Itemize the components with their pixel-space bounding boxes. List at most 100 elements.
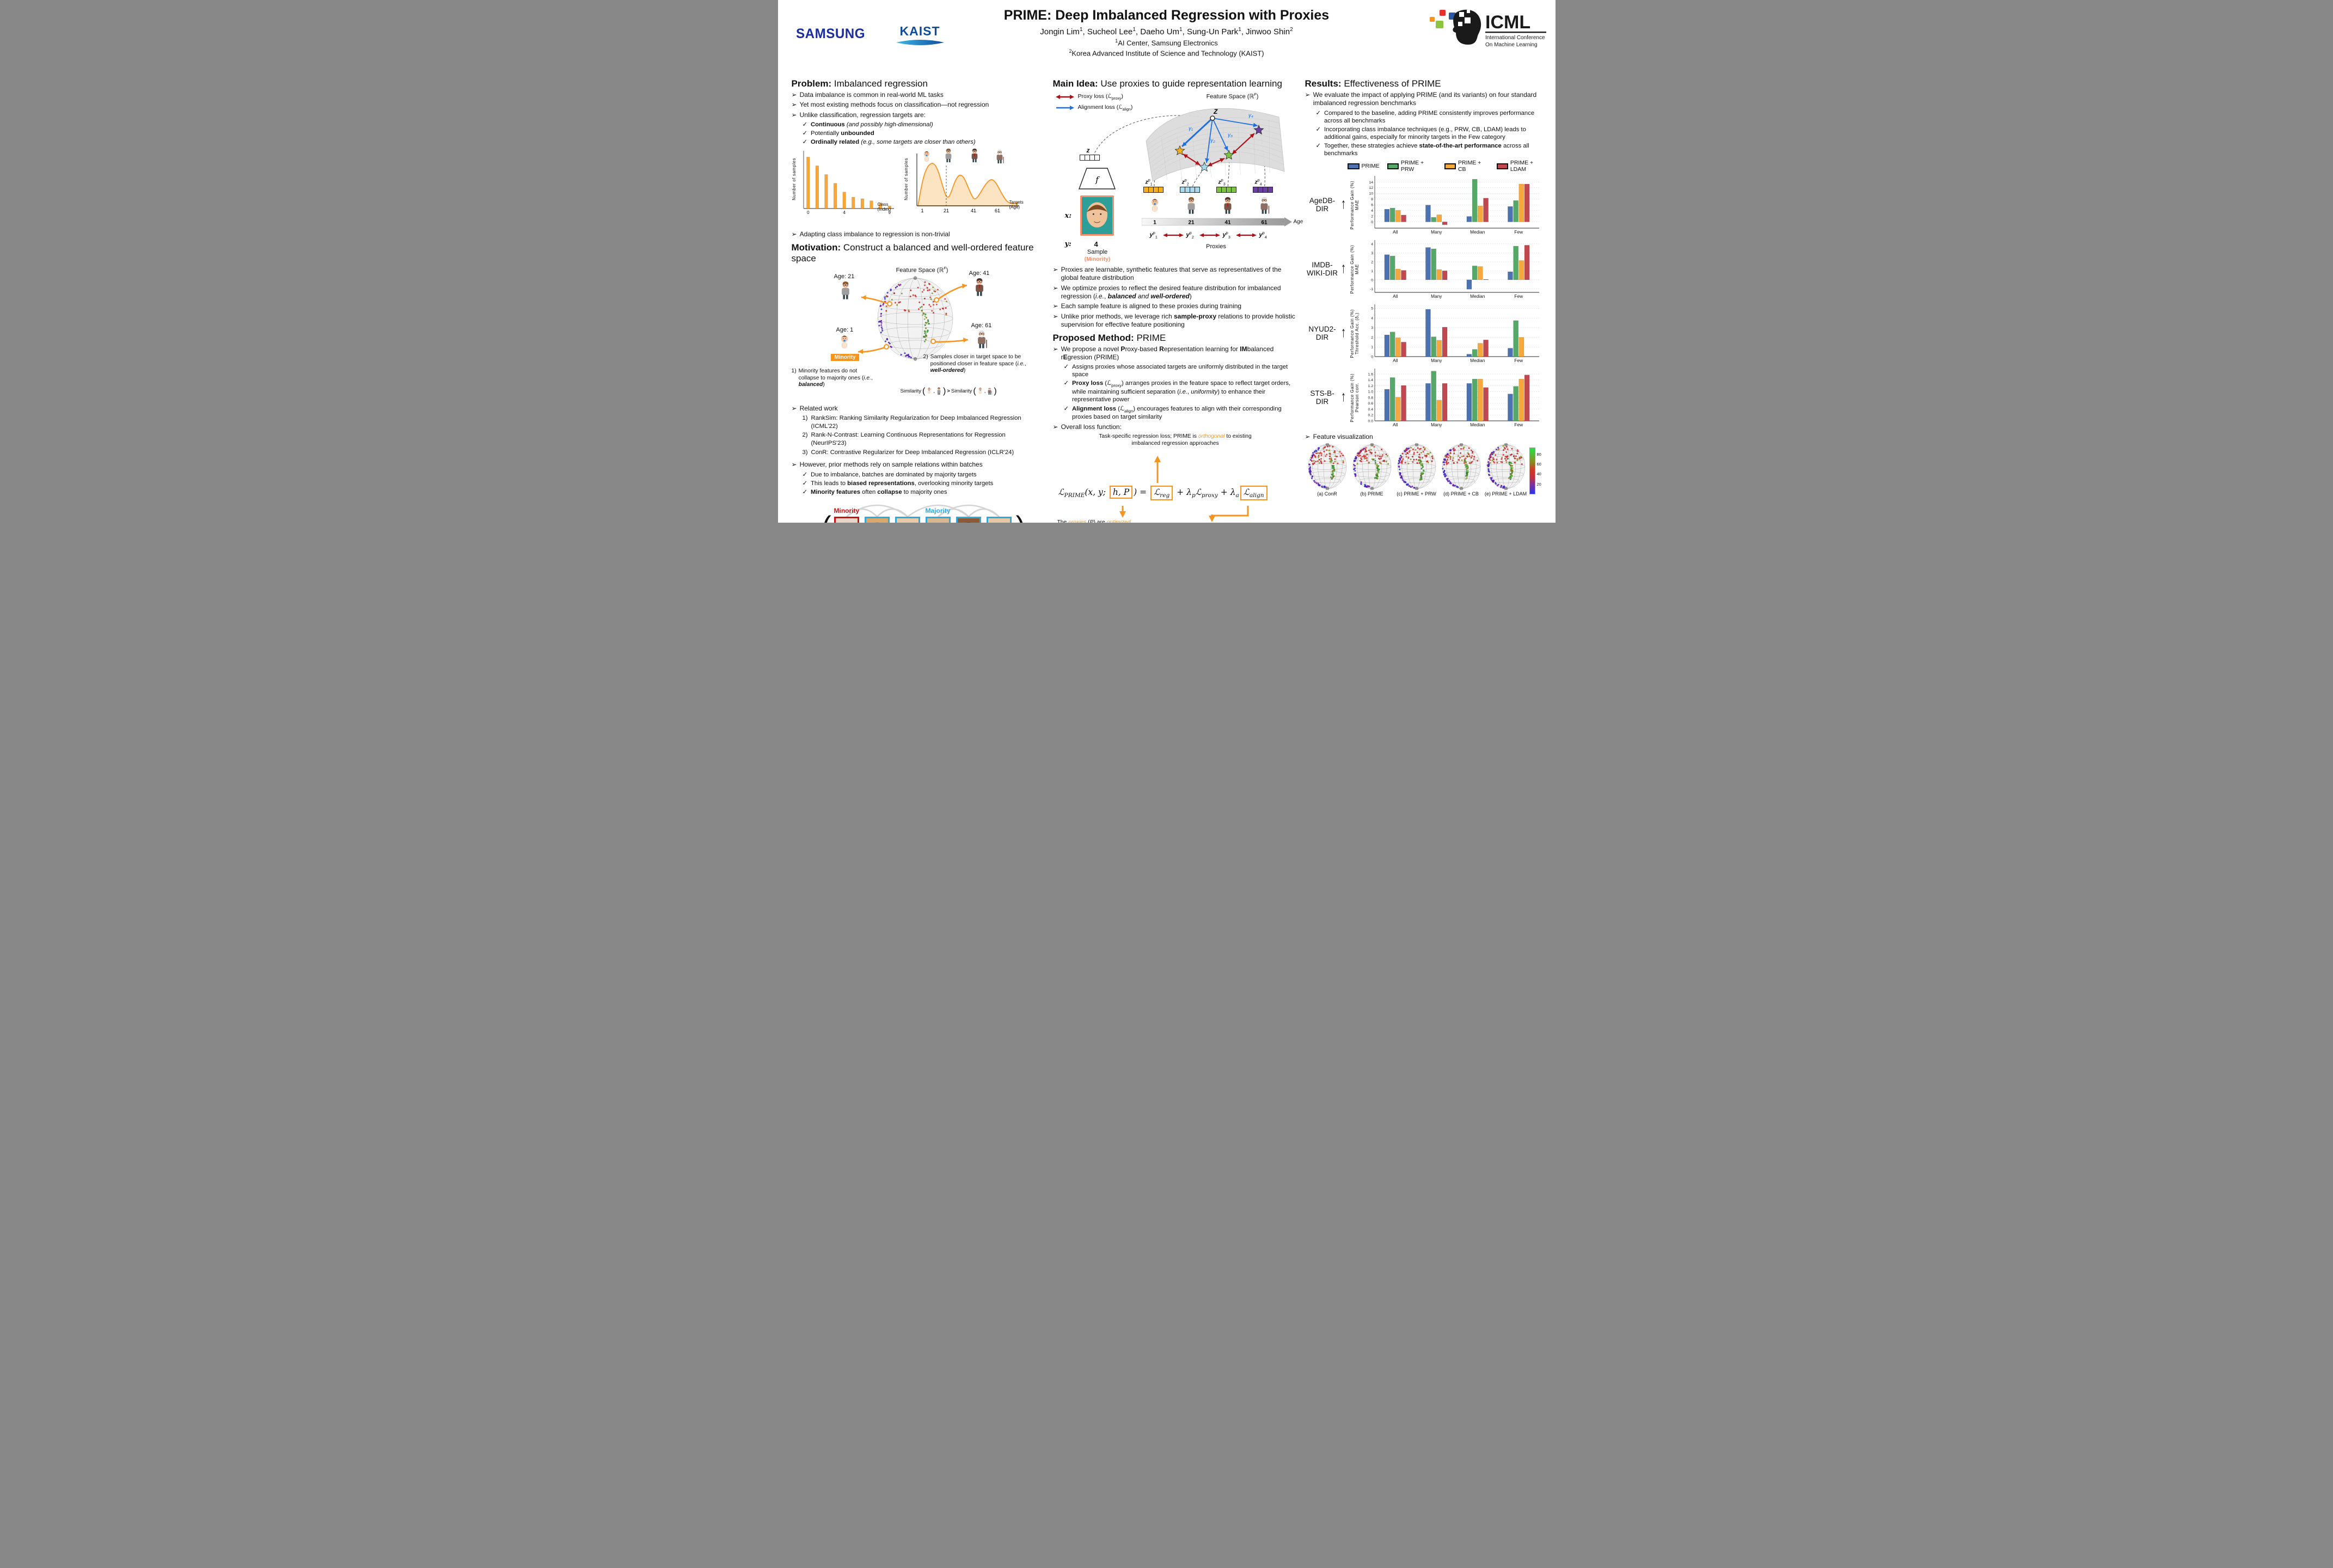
bullet-arrow-icon: ➢ [1052,302,1058,310]
encoder-trapezoid: f [1078,168,1116,189]
batch-minority-label: Minority [834,507,860,515]
chart-metric: Threshold Acc. (δ₁) [1354,312,1360,354]
however-check-1: ✓ Due to imbalance, batches are dominated… [802,471,977,478]
svg-text:0: 0 [1371,220,1373,224]
mid-bullet-2: ➢ We optimize proxies to reflect the desi… [1052,284,1281,301]
svg-text:2: 2 [1371,215,1373,219]
proxy-vector-3 [1216,187,1236,193]
svg-text:8: 8 [1371,198,1373,202]
benchmark-row-imdbwiki: IMDB- WIKI-DIR ↑ Performance Gain (%) MAE… [1305,237,1549,301]
check-icon: ✓ [802,139,807,146]
density-ylabel: Number of samples [903,158,909,201]
fviz-prime-ldam: (e) PRIME + LDAM [1485,443,1527,497]
batch-face [986,517,1012,523]
svg-text:γ₄: γ₄ [1248,113,1253,119]
fviz-prime-prw: (c) PRIME + PRW [1395,443,1438,497]
proxy-vector-2 [1179,187,1200,193]
bullet-arrow-icon: ➢ [1305,91,1311,99]
svg-text:3: 3 [1371,252,1373,255]
density-xlabel: Targets (Age) [1009,200,1024,210]
svg-text:All: All [1393,422,1398,427]
hp-box: h, P [1109,485,1133,499]
batch-figure: Batch: ( ) Minority Majority 6 14 20 23 … [792,498,1038,523]
yp-sym-4: yp4 [1259,230,1267,240]
svg-text:1: 1 [1371,346,1373,350]
y-label: y: [1064,240,1071,248]
title-block: PRIME: Deep Imbalanced Regression with P… [949,8,1385,58]
svg-text:Few: Few [1514,293,1523,299]
elderly-avatar-icon [988,387,992,395]
check-icon: ✓ [1063,405,1069,412]
svg-text:0.0: 0.0 [1368,420,1373,424]
main-idea-subtitle: Use proxies to guide representation lear… [1100,78,1282,89]
batch-face [925,517,951,523]
young-adult-avatar-icon [1187,197,1195,214]
icml-logo-icon: ICML International Conference On Machine… [1429,9,1546,48]
svg-text:Few: Few [1514,229,1523,235]
svg-text:0: 0 [1371,279,1373,283]
age-1-label: Age: 1 [836,326,854,333]
sample-photo [1080,195,1114,236]
yp-sym-3: yp3 [1222,230,1230,240]
reg-box: ℒreg [1150,485,1173,500]
baby-avatar-icon [978,388,982,394]
svg-text:4: 4 [1371,317,1373,321]
age-21-label: Age: 21 [834,273,855,280]
imdbwiki-chart: -1 0 1 2 3 4 All Many Median Few [1369,240,1539,299]
problem-check-1: ✓ Continuous (and possibly high-dimension… [802,121,933,128]
bullet-arrow-icon: ➢ [1052,422,1058,431]
fviz-prime: (b) PRIME [1351,443,1393,497]
chart-ylabel: Performance Gain (%) [1349,373,1355,422]
icml-logo: ICML International Conference On Machine… [1429,8,1548,60]
results-bullet: ➢ We evaluate the impact of applying PRIM… [1305,91,1537,107]
check-icon: ✓ [802,130,807,137]
svg-text:12: 12 [1369,187,1373,191]
stsb-chart: 0.0 0.2 0.4 0.6 0.8 1.0 1.21.4 1.6 All Many Median… [1368,369,1539,427]
adult-avatar-icon [975,278,983,296]
svg-text:All: All [1393,358,1398,363]
svg-text:10: 10 [1369,192,1373,196]
elderly-avatar-icon [977,330,987,348]
adapt-bullet: ➢ Adapting class imbalance to regression … [791,230,950,238]
bullet-arrow-icon: ➢ [1052,266,1058,273]
svg-text:0.2: 0.2 [1368,414,1373,418]
svg-text:41: 41 [1224,220,1231,226]
bullet-arrow-icon: ➢ [1052,284,1058,292]
svg-text:61: 61 [994,208,1000,213]
svg-text:1.2: 1.2 [1368,384,1373,388]
feature-surface: Zγ₁ γ₂ γ₃ γ₄ [1146,108,1284,182]
svg-text:Median: Median [1470,293,1485,299]
svg-text:61: 61 [1261,220,1267,226]
chart-ylabel: Performance Gain (%) [1349,180,1355,230]
svg-text:Median: Median [1470,229,1485,235]
check-icon: ✓ [802,480,807,487]
svg-text:On Machine Learning: On Machine Learning [1485,42,1538,48]
svg-text:2: 2 [1371,336,1373,340]
batch-majority-label: Majority [925,507,951,515]
batch-face-minority [834,517,859,523]
proxy-vector-1 [1143,187,1164,193]
proxies-caption: Proxies [1206,243,1226,250]
legend-item: PRIME [1347,163,1380,169]
svg-text:0: 0 [1371,356,1373,359]
check-icon: ✓ [1315,126,1321,133]
method-check-2: ✓ Proxy loss (ℒproxy) arranges proxies in… [1063,380,1291,403]
svg-text:6: 6 [1371,204,1373,207]
svg-text:0.6: 0.6 [1368,402,1373,406]
legend-swatch [1496,163,1508,169]
proxy-sym-3: zp3 [1218,178,1226,187]
proxy-loss-arrow-icon [1055,95,1074,100]
chart-metric: Pearson corr. [1354,383,1360,413]
close-bracket: ) [1016,510,1025,523]
results-subtitle: Effectiveness of PRIME [1344,78,1441,89]
proxy-sym-1: zp1 [1145,178,1153,187]
proxy-loss-legend: Proxy loss (ℒproxy) [1055,93,1123,101]
results-title: Results: [1305,78,1342,89]
svg-text:0.4: 0.4 [1368,408,1373,412]
mid-bullet-1: ➢ Proxies are learnable, synthetic featur… [1052,266,1282,282]
yp-sym-1: yp1 [1149,230,1158,240]
sphere-prime-prw [1397,443,1436,491]
method-title: Proposed Method: [1052,332,1134,343]
loss-note-left: The proxies (P) are optimized jointly wi… [1057,519,1131,523]
increase-arrow-icon: ↑ [1340,324,1346,341]
